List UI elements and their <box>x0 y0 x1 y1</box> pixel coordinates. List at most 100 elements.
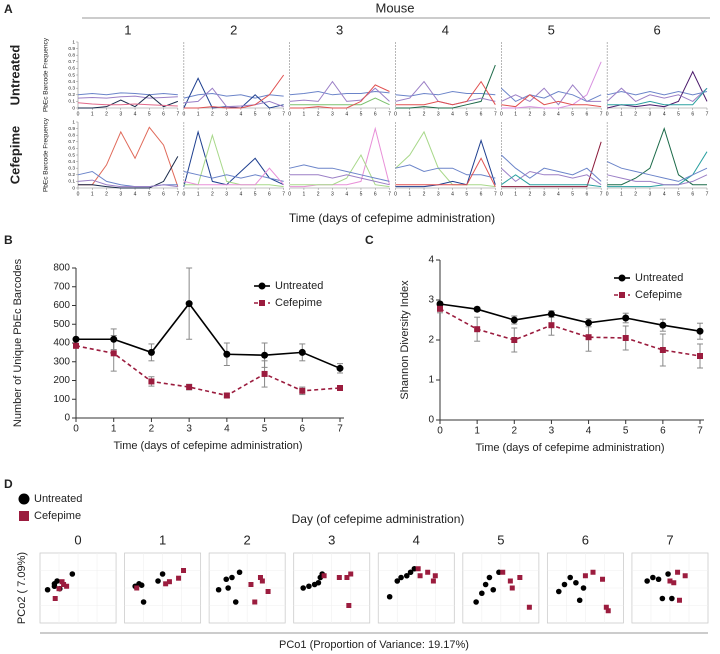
point <box>517 575 523 580</box>
x-tick-label: 5 <box>623 426 629 437</box>
point <box>321 573 327 579</box>
barcode-line <box>607 87 708 106</box>
x-tick-label: 1 <box>111 424 117 435</box>
x-tick-label: 2 <box>512 426 518 437</box>
small-plot: 00.10.20.30.40.50.60.70.80.910 1 2 3 4 5 6 7 <box>68 39 179 117</box>
barcode-line <box>395 80 496 106</box>
point <box>682 573 688 579</box>
series-line <box>439 303 701 332</box>
legend-label: Cefepime <box>635 289 682 301</box>
panel-title: Mouse <box>375 0 414 15</box>
x-tick-label: 7 <box>176 191 179 197</box>
x-tick-label: 4 <box>224 424 230 435</box>
point <box>59 579 65 585</box>
y-tick-label: 0.9 <box>68 46 75 52</box>
small-plot: 0 1 2 3 4 5 6 7 <box>500 122 603 197</box>
day-label: 1 <box>159 532 166 547</box>
point <box>336 575 342 580</box>
x-tick-label: 6 <box>660 426 666 437</box>
x-tick-label: 7 <box>388 191 391 197</box>
x-tick-label: 7 <box>337 424 343 435</box>
marker <box>110 350 117 357</box>
point <box>671 580 677 586</box>
point <box>490 586 497 593</box>
x-tick-label: 3 <box>437 191 440 197</box>
point <box>669 595 675 602</box>
x-tick-label: 4 <box>134 111 137 117</box>
barcode-line <box>395 164 496 179</box>
marker <box>336 364 344 372</box>
series-line <box>75 345 341 397</box>
x-tick-label: 7 <box>282 111 285 117</box>
point <box>134 585 140 591</box>
x-tick-label: 5 <box>148 111 151 117</box>
point <box>509 585 515 591</box>
small-plot: 0 1 2 3 4 5 6 7 <box>606 122 709 197</box>
marker <box>697 353 703 359</box>
point <box>526 604 532 610</box>
x-tick-label: 2 <box>423 191 426 197</box>
x-tick-label: 0 <box>500 191 503 197</box>
x-tick-label: 1 <box>474 426 480 437</box>
barcode-line <box>500 154 602 182</box>
marker <box>298 348 306 356</box>
point <box>600 576 606 582</box>
x-tick-label: 2 <box>634 191 637 197</box>
x-tick-label: 3 <box>225 111 228 117</box>
column-label: 2 <box>230 22 237 37</box>
barcode-line <box>500 87 602 102</box>
x-tick-label: 4 <box>451 111 454 117</box>
x-tick-label: 5 <box>360 191 363 197</box>
marker <box>147 348 155 356</box>
y-tick-label: 2 <box>428 335 434 346</box>
small-plot: 0 1 2 3 4 5 6 7 <box>500 42 603 117</box>
x-tick-label: 3 <box>119 111 122 117</box>
x-tick-label: 7 <box>706 111 709 117</box>
x-tick-label: 7 <box>388 111 391 117</box>
point <box>675 569 681 575</box>
marker <box>437 305 443 312</box>
barcode-line <box>183 87 284 108</box>
x-tick-label: 0 <box>437 426 443 437</box>
barcode-line <box>183 171 284 182</box>
y-tick-label: 0.8 <box>68 132 75 138</box>
point <box>567 574 573 581</box>
point <box>265 589 271 594</box>
x-tick-label: 7 <box>494 191 497 197</box>
x-tick-label: 0 <box>394 111 397 117</box>
legend-label: Untreated <box>275 280 323 292</box>
small-plot: 0 1 2 3 4 5 6 7 <box>288 122 391 197</box>
panel-label: A <box>4 2 13 16</box>
x-tick-label: 3 <box>331 111 334 117</box>
y-tick-label: 0.1 <box>68 179 75 185</box>
point <box>644 578 650 584</box>
point <box>236 569 243 576</box>
marker <box>299 387 306 394</box>
y-tick-label: 600 <box>53 300 70 311</box>
x-tick-label: 0 <box>77 111 80 117</box>
pcoa-plot <box>462 552 540 624</box>
y-tick-label: 0.2 <box>68 92 75 98</box>
y-tick-label: 1 <box>72 119 75 125</box>
x-tick-label: 3 <box>186 424 192 435</box>
day-label: 4 <box>413 532 420 547</box>
x-tick-label: 0 <box>182 111 185 117</box>
legend-label: Untreated <box>635 272 683 284</box>
y-tick-label: 0.6 <box>68 66 75 72</box>
y-tick-label: 0 <box>72 185 75 191</box>
x-tick-label: 1 <box>514 111 517 117</box>
x-tick-label: 7 <box>706 191 709 197</box>
marker <box>436 300 444 308</box>
point <box>344 575 350 580</box>
point <box>140 599 147 605</box>
x-tick-label: 5 <box>262 424 268 435</box>
x-tick-label: 1 <box>303 191 306 197</box>
small-plot: 0 1 2 3 4 5 6 7 <box>606 42 709 117</box>
x-tick-label: 2 <box>149 424 155 435</box>
x-tick-label: 0 <box>500 111 503 117</box>
barcode-line <box>289 164 390 182</box>
point <box>605 608 611 614</box>
point <box>166 579 172 585</box>
marker <box>473 305 481 313</box>
barcode-line <box>77 179 178 188</box>
